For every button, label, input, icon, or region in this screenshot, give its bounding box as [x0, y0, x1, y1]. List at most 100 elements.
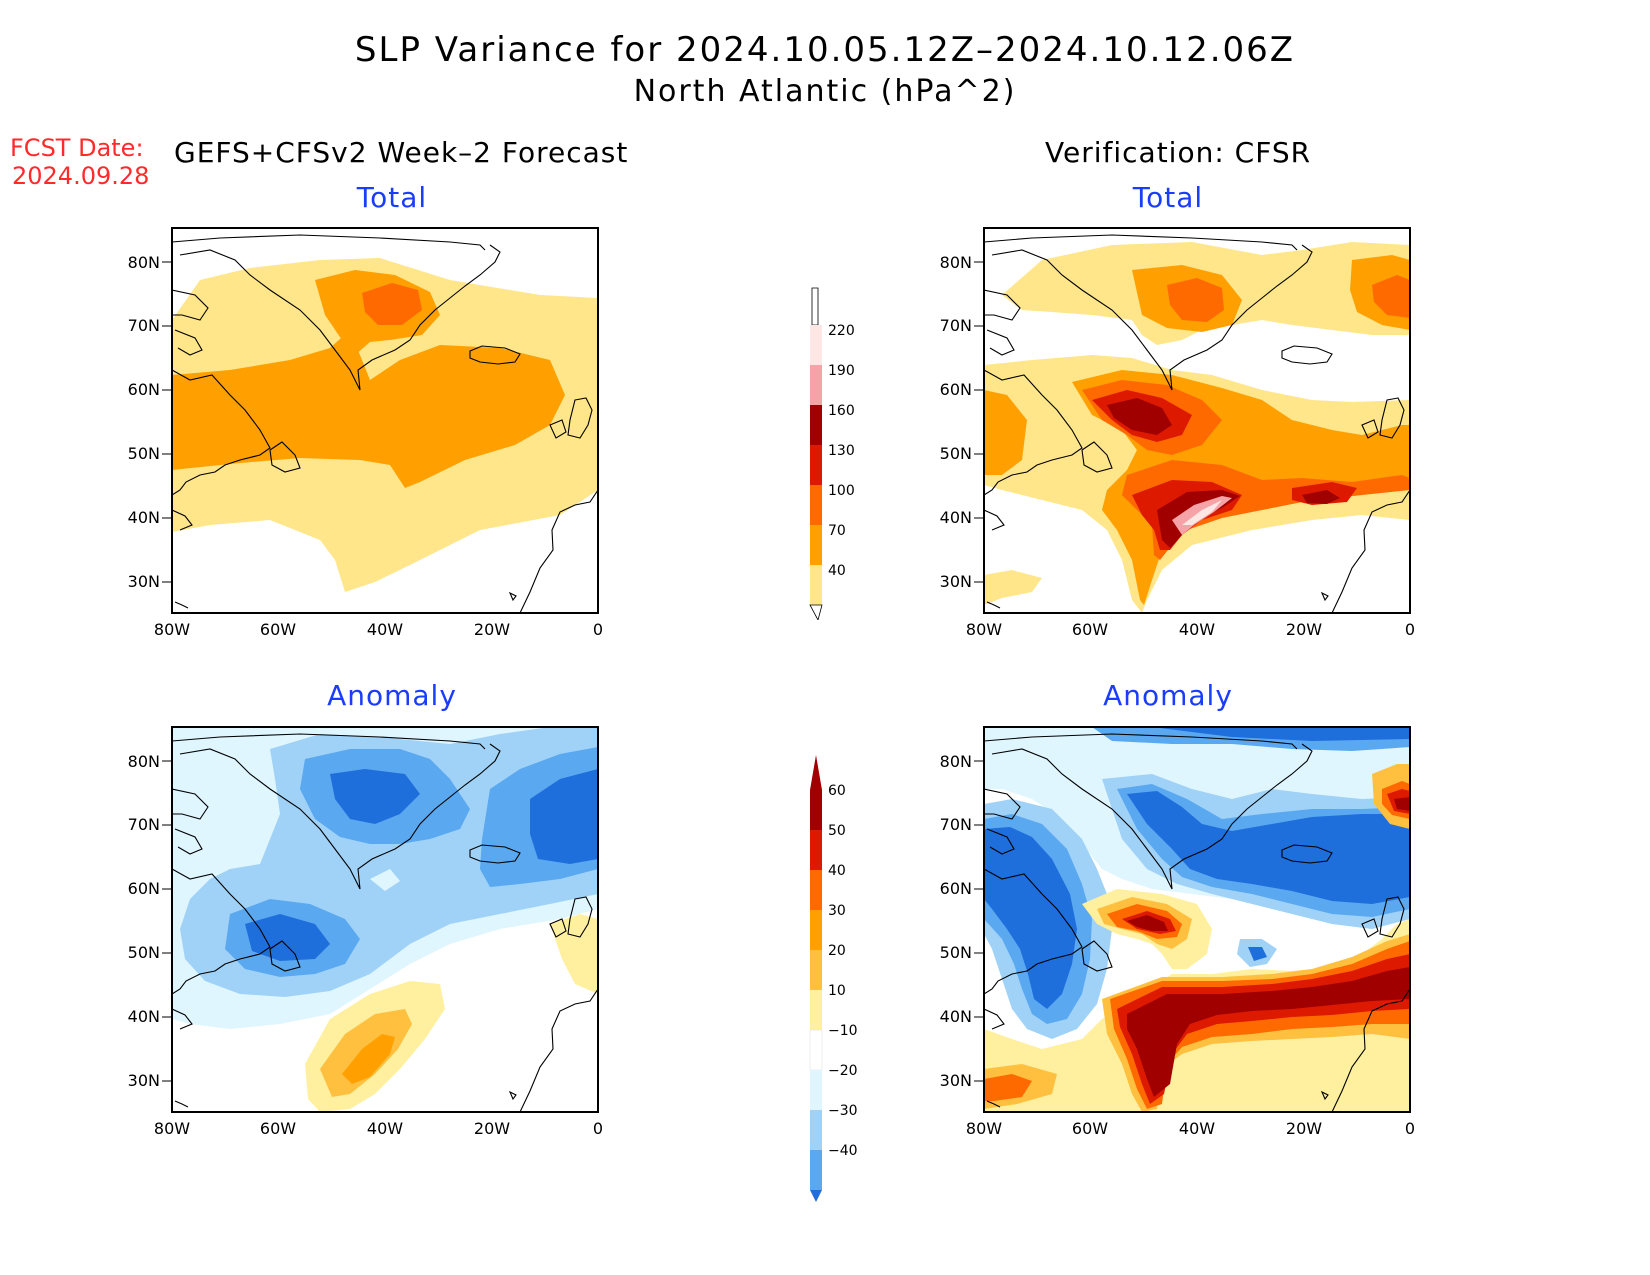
- verification-anomaly-lon-axis: 80W 60W 40W 20W 0: [966, 1119, 1415, 1138]
- colorbar-label: 190: [828, 363, 855, 379]
- colorbar-bin: [810, 1150, 822, 1190]
- verification-anomaly-map: 80N 70N 60N 50N 40N 30N 80W 60W 40W 20W …: [940, 726, 1415, 1138]
- lon-label: 60W: [260, 1119, 296, 1138]
- colorbar-bin: [810, 365, 822, 405]
- verification-total-lat-axis: 80N 70N 60N 50N 40N 30N: [940, 253, 984, 591]
- forecast-total-shading: [172, 228, 598, 613]
- lat-label: 80N: [940, 253, 972, 272]
- colorbar-label: 40: [828, 863, 846, 879]
- lat-label: 70N: [128, 815, 160, 834]
- verification-total-coastlines: [984, 234, 1410, 613]
- panel-title-forecast-anomaly: Anomaly: [327, 679, 457, 712]
- lat-label: 80N: [128, 752, 160, 771]
- lon-label: 40W: [1179, 1119, 1215, 1138]
- lat-label: 40N: [940, 508, 972, 527]
- anomaly-colorbar: 60 50 40 30 20 10 −10 −20 −30 −40: [809, 755, 858, 1202]
- colorbar-top-cap: [811, 287, 819, 326]
- forecast-total-coastlines: [172, 234, 598, 613]
- lat-label: 50N: [940, 943, 972, 962]
- lat-label: 30N: [128, 572, 160, 591]
- lat-label: 30N: [940, 1071, 972, 1090]
- colorbar-bin: [810, 405, 822, 445]
- verification-column-heading: Verification: CFSR: [1045, 136, 1312, 169]
- colorbar-bottom-cap: [810, 1190, 822, 1202]
- lon-label: 80W: [966, 620, 1002, 639]
- fcst-date-value: 2024.09.28: [12, 162, 150, 190]
- colorbar-label: −30: [828, 1103, 858, 1119]
- colorbar-bin: [810, 485, 822, 525]
- forecast-total-lon-axis: 80W 60W 40W 20W 0: [154, 620, 603, 639]
- colorbar-bin: [810, 1070, 822, 1110]
- colorbar-bin: [810, 1110, 822, 1150]
- colorbar-label: 30: [828, 903, 846, 919]
- panel-title-verification-total: Total: [1132, 181, 1204, 214]
- forecast-anomaly-lat-axis: 80N 70N 60N 50N 40N 30N: [128, 752, 172, 1090]
- lat-label: 70N: [940, 316, 972, 335]
- colorbar-label: −40: [828, 1143, 858, 1159]
- lat-label: 30N: [128, 1071, 160, 1090]
- lon-label: 0: [1405, 1119, 1415, 1138]
- forecast-column-heading: GEFS+CFSv2 Week–2 Forecast: [174, 136, 629, 169]
- lat-label: 60N: [128, 380, 160, 399]
- lat-label: 50N: [128, 943, 160, 962]
- colorbar-bin: [810, 830, 822, 870]
- lon-label: 40W: [1179, 620, 1215, 639]
- lon-label: 60W: [260, 620, 296, 639]
- colorbar-bin: [810, 870, 822, 910]
- lat-label: 60N: [128, 879, 160, 898]
- lon-label: 80W: [966, 1119, 1002, 1138]
- colorbar-bin: [810, 565, 822, 605]
- forecast-anomaly-coastlines: [172, 733, 598, 1112]
- colorbar-bin: [810, 990, 822, 1030]
- verification-anomaly-coastlines: [984, 733, 1410, 1112]
- lon-label: 20W: [474, 620, 510, 639]
- colorbar-label: 20: [828, 943, 846, 959]
- fcst-date-label: FCST Date:: [10, 134, 144, 162]
- lat-label: 60N: [940, 380, 972, 399]
- colorbar-label: −10: [828, 1023, 858, 1039]
- colorbar-label: 160: [828, 403, 855, 419]
- lon-label: 60W: [1072, 1119, 1108, 1138]
- colorbar-label: −20: [828, 1063, 858, 1079]
- colorbar-label: 100: [828, 483, 855, 499]
- lat-label: 70N: [940, 815, 972, 834]
- colorbar-bin: [810, 910, 822, 950]
- lon-label: 20W: [1286, 1119, 1322, 1138]
- map-title-line2: North Atlantic (hPa^2): [633, 74, 1017, 109]
- colorbar-bin: [810, 445, 822, 485]
- colorbar-label: 50: [828, 823, 846, 839]
- lat-label: 50N: [940, 444, 972, 463]
- verification-total-frame: [983, 227, 1411, 614]
- colorbar-bin: [810, 950, 822, 990]
- colorbar-bin: [810, 790, 822, 830]
- colorbar-bottom-cap: [809, 604, 823, 620]
- lon-label: 60W: [1072, 620, 1108, 639]
- verification-anomaly-shading: [984, 727, 1410, 1112]
- forecast-total-map: 80N 70N 60N 50N 40N 30N 80W 60W 40W 20W …: [128, 227, 603, 639]
- forecast-anomaly-map: 80N 70N 60N 50N 40N 30N 80W 60W 40W 20W …: [128, 726, 603, 1138]
- verification-total-map: 80N 70N 60N 50N 40N 30N 80W 60W 40W 20W …: [940, 227, 1415, 639]
- verification-total-lon-axis: 80W 60W 40W 20W 0: [966, 620, 1415, 639]
- lon-label: 20W: [1286, 620, 1322, 639]
- lat-label: 40N: [128, 1007, 160, 1026]
- lon-label: 40W: [367, 620, 403, 639]
- map-title-line1: SLP Variance for 2024.10.05.12Z–2024.10.…: [354, 30, 1296, 70]
- lat-label: 30N: [940, 572, 972, 591]
- forecast-anomaly-shading: [172, 727, 598, 1112]
- colorbar-label: 70: [828, 523, 846, 539]
- lat-label: 80N: [128, 253, 160, 272]
- colorbar-bin: [809, 1029, 823, 1071]
- lon-label: 40W: [367, 1119, 403, 1138]
- forecast-total-frame: [171, 227, 599, 614]
- lon-label: 0: [593, 620, 603, 639]
- verification-anomaly-lat-axis: 80N 70N 60N 50N 40N 30N: [940, 752, 984, 1090]
- colorbar-label: 10: [828, 983, 846, 999]
- forecast-anomaly-lon-axis: 80W 60W 40W 20W 0: [154, 1119, 603, 1138]
- lat-label: 70N: [128, 316, 160, 335]
- colorbar-label: 130: [828, 443, 855, 459]
- lon-label: 20W: [474, 1119, 510, 1138]
- colorbar-label: 40: [828, 563, 846, 579]
- colorbar-bin: [810, 325, 822, 365]
- lat-label: 40N: [940, 1007, 972, 1026]
- verification-total-shading: [984, 228, 1410, 613]
